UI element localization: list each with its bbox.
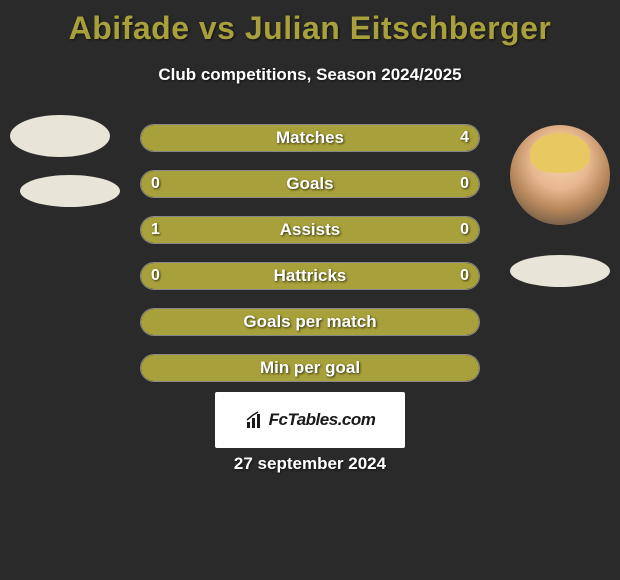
date-label: 27 september 2024 bbox=[0, 454, 620, 474]
stat-value-right: 0 bbox=[460, 175, 469, 193]
stat-row: Goals00 bbox=[140, 170, 480, 198]
stat-value-right: 0 bbox=[460, 267, 469, 285]
stat-row: Matches4 bbox=[140, 124, 480, 152]
stat-value-left: 0 bbox=[151, 267, 160, 285]
page-title: Abifade vs Julian Eitschberger bbox=[0, 0, 620, 47]
comparison-chart: Matches4Goals00Assists10Hattricks00Goals… bbox=[140, 124, 480, 400]
stat-value-right: 4 bbox=[460, 129, 469, 147]
brand-chart-icon bbox=[245, 410, 265, 430]
brand-box[interactable]: FcTables.com bbox=[215, 392, 405, 448]
brand-label: FcTables.com bbox=[269, 410, 376, 430]
subtitle: Club competitions, Season 2024/2025 bbox=[0, 65, 620, 85]
stat-bar-left bbox=[141, 309, 479, 335]
player-left-avatar-shape-2 bbox=[20, 175, 120, 207]
player-left-avatar-shape-1 bbox=[10, 115, 110, 157]
stat-bar-right bbox=[310, 263, 479, 289]
stat-value-right: 0 bbox=[460, 221, 469, 239]
player-right-avatar bbox=[510, 125, 610, 225]
stat-bar-left bbox=[141, 263, 310, 289]
player-right-avatar-shape-2 bbox=[510, 255, 610, 287]
stat-bar-left bbox=[141, 355, 479, 381]
stat-value-left: 1 bbox=[151, 221, 160, 239]
stat-row: Min per goal bbox=[140, 354, 480, 382]
stat-bar-left bbox=[141, 217, 401, 243]
stat-row: Hattricks00 bbox=[140, 262, 480, 290]
stat-row: Assists10 bbox=[140, 216, 480, 244]
stat-bar-right bbox=[310, 171, 479, 197]
stat-bar-right bbox=[141, 125, 479, 151]
stat-row: Goals per match bbox=[140, 308, 480, 336]
stat-bar-left bbox=[141, 171, 310, 197]
stat-value-left: 0 bbox=[151, 175, 160, 193]
